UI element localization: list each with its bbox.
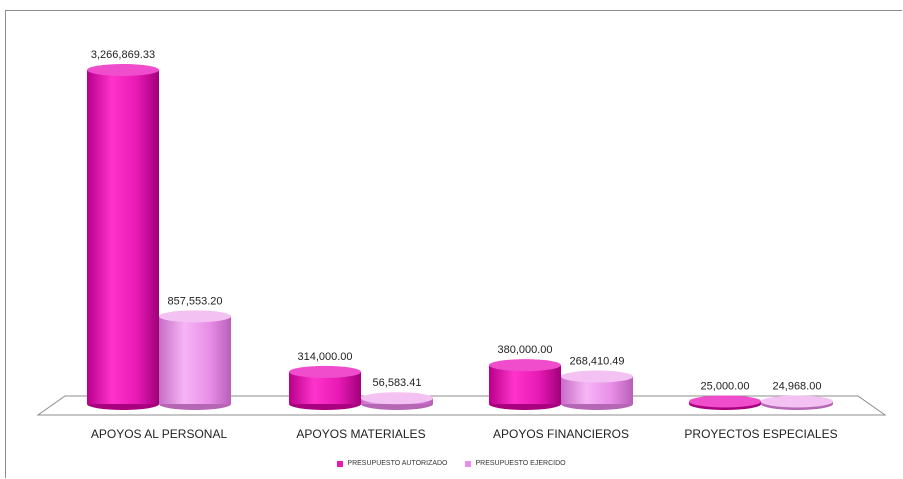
value-label-proyectos-especiales-autorizado: 25,000.00 [701, 380, 750, 392]
value-label-apoyos-financieros-ejercido: 268,410.49 [569, 356, 624, 368]
legend: PRESUPUESTO AUTORIZADO PRESUPUESTO EJERC… [0, 460, 903, 469]
value-label-apoyos-al-personal-autorizado: 3,266,869.33 [91, 49, 155, 61]
bar-proyectos-especiales-ejercido [761, 395, 833, 410]
value-label-apoyos-al-personal-ejercido: 857,553.20 [167, 295, 222, 307]
legend-item-autorizado: PRESUPUESTO AUTORIZADO [337, 460, 448, 467]
legend-swatch-ejercido [465, 460, 472, 467]
value-label-apoyos-financieros-autorizado: 380,000.00 [497, 344, 552, 356]
bar-apoyos-financieros-autorizado [489, 359, 561, 410]
category-label-apoyos-financieros: APOYOS FINANCIEROS [493, 427, 629, 441]
category-label-proyectos-especiales: PROYECTOS ESPECIALES [684, 427, 837, 441]
bar-apoyos-al-personal-autorizado [87, 64, 159, 410]
chart-frame [5, 10, 902, 478]
category-labels-group: APOYOS AL PERSONAL APOYOS MATERIALES APOYO… [91, 427, 838, 441]
chart-floor [36, 395, 887, 416]
bar-proyectos-especiales-autorizado [689, 395, 761, 410]
category-label-apoyos-al-personal: APOYOS AL PERSONAL [91, 427, 228, 441]
legend-item-ejercido: PRESUPUESTO EJERCIDO [465, 460, 566, 467]
value-label-proyectos-especiales-ejercido: 24,968.00 [773, 380, 822, 392]
value-label-apoyos-materiales-ejercido: 56,583.41 [373, 377, 422, 389]
category-label-apoyos-materiales: APOYOS MATERIALES [296, 427, 425, 441]
value-label-apoyos-materiales-autorizado: 314,000.00 [297, 351, 352, 363]
bar-apoyos-al-personal-ejercido [159, 310, 231, 410]
bar-apoyos-financieros-ejercido [561, 370, 633, 410]
value-labels-group: 3,266,869.33 857,553.20 314,000.00 56,583.4… [91, 49, 822, 392]
bar-chart: 3,266,869.33 857,553.20 314,000.00 56,583.4… [36, 49, 887, 441]
legend-label-autorizado: PRESUPUESTO AUTORIZADO [347, 460, 448, 467]
bar-apoyos-materiales-autorizado [289, 365, 361, 410]
bar-apoyos-materiales-ejercido [361, 392, 433, 410]
legend-swatch-autorizado [337, 460, 344, 467]
legend-label-ejercido: PRESUPUESTO EJERCIDO [475, 460, 566, 467]
bars-group [87, 64, 833, 410]
